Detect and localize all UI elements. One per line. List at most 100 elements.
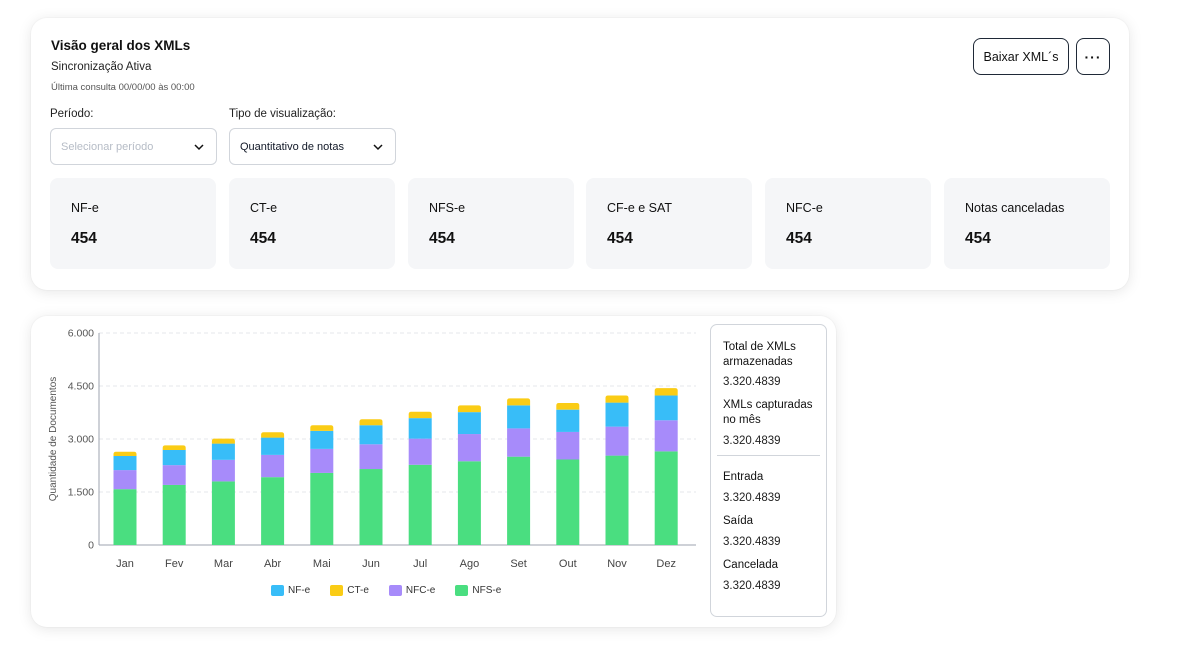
x-tick-label: Ago — [460, 558, 480, 570]
stat-card-canceled: Notas canceladas 454 — [944, 178, 1110, 269]
bar-segment-nfse — [261, 477, 285, 545]
bar-segment-nfse — [113, 489, 137, 545]
bar-segment-cte — [359, 419, 383, 426]
legend-label: NFC-e — [405, 585, 436, 596]
bar-segment-nfe — [457, 412, 481, 435]
x-tick-label: Abr — [264, 558, 281, 570]
chart-card: 0 1.500 3.000 4.500 6.000 Quantidade de Docum… — [31, 316, 836, 627]
bar-segment-nfe — [261, 437, 285, 455]
bar-segment-nfce — [211, 459, 235, 482]
chevron-down-icon — [194, 143, 204, 150]
y-tick-label: 3.000 — [68, 434, 94, 446]
bar-segment-nfse — [605, 455, 629, 545]
summary-divider — [717, 455, 820, 456]
x-tick-label: Set — [510, 558, 527, 570]
period-select[interactable]: Selecionar período — [50, 128, 217, 165]
stat-value: 454 — [607, 230, 633, 247]
chevron-down-icon — [373, 143, 383, 150]
bar-segment-nfe — [113, 455, 137, 471]
legend-swatch — [271, 585, 284, 596]
bar-segment-nfse — [359, 469, 383, 545]
summary-panel: Total de XMLs armazenadas 3.320.4839 XML… — [710, 324, 827, 617]
x-tick-label: Mar — [214, 558, 233, 570]
x-tick-label: Nov — [607, 558, 627, 570]
bar-segment-cte — [654, 388, 678, 396]
bar-segment-nfe — [654, 395, 678, 421]
legend-swatch — [455, 585, 469, 596]
more-options-button[interactable]: ··· — [1076, 38, 1110, 75]
bar-segment-nfce — [310, 448, 334, 473]
view-type-label: Tipo de visualização: — [229, 108, 336, 120]
bar-segment-nfse — [654, 451, 678, 545]
legend-item-cte[interactable]: CT-e — [330, 585, 369, 596]
more-horizontal-icon: ··· — [1084, 48, 1102, 65]
bar-segment-nfe — [310, 430, 334, 449]
bar-segment-nfe — [162, 449, 186, 466]
legend-item-nfce[interactable]: NFC-e — [388, 585, 436, 596]
bar-segment-nfse — [408, 464, 432, 545]
stat-card-nfe: NF-e 454 — [50, 178, 216, 269]
stacked-bar-chart: 0 1.500 3.000 4.500 6.000 Quantidade de Docum… — [48, 328, 696, 570]
legend-swatch — [388, 585, 402, 596]
x-tick-label: Fev — [165, 558, 184, 570]
stat-label: Notas canceladas — [965, 201, 1065, 215]
y-axis-label: Quantidade de Documentos — [48, 377, 59, 502]
stat-card-cte: CT-e 454 — [229, 178, 395, 269]
x-tick-label: Mai — [313, 558, 331, 570]
bar-segment-cte — [457, 405, 481, 413]
view-type-value: Quantitativo de notas — [240, 140, 344, 153]
bar-segment-nfse — [162, 484, 186, 545]
bar-segment-nfe — [211, 443, 235, 460]
stat-value: 454 — [250, 230, 276, 247]
cancelada-label: Cancelada — [723, 559, 778, 571]
stat-card-cfe-sat: CF-e e SAT 454 — [586, 178, 752, 269]
bar-segment-nfce — [359, 444, 383, 470]
legend-label: NFS-e — [472, 585, 502, 596]
bar-segment-cte — [556, 402, 580, 410]
view-type-select[interactable]: Quantitativo de notas — [229, 128, 396, 165]
total-xml-value: 3.320.4839 — [723, 376, 781, 388]
saida-label: Saída — [723, 515, 754, 527]
bar-segment-nfse — [211, 481, 235, 545]
chart-legend: NF-e CT-e NFC-e NFS-e — [271, 585, 501, 596]
legend-label: CT-e — [347, 585, 369, 596]
saida-value: 3.320.4839 — [723, 536, 781, 548]
bar-segment-cte — [211, 438, 235, 444]
download-xml-button[interactable]: Baixar XML´s — [973, 38, 1069, 75]
bar-segment-cte — [162, 445, 186, 450]
bar-segment-nfe — [605, 402, 629, 427]
bar-segment-nfce — [408, 438, 432, 465]
bar-segment-nfe — [556, 409, 580, 432]
bar-segment-cte — [113, 451, 137, 456]
bar-segment-nfce — [654, 420, 678, 452]
legend-item-nfe[interactable]: NF-e — [271, 585, 310, 596]
period-label: Período: — [50, 108, 94, 120]
total-xml-label: Total de XMLs armazenadas — [723, 341, 796, 368]
period-placeholder: Selecionar período — [61, 140, 154, 153]
bar-segment-nfse — [556, 459, 580, 545]
stat-label: NF-e — [71, 201, 99, 215]
bar-segment-cte — [605, 395, 629, 403]
y-tick-label: 4.500 — [68, 381, 94, 393]
bar-segment-nfce — [261, 454, 285, 478]
y-tick-label: 0 — [88, 540, 94, 552]
month-xml-label: XMLs capturadas no mês — [723, 399, 813, 426]
bar-segment-cte — [408, 411, 432, 419]
stat-label: NFC-e — [786, 201, 823, 215]
y-tick-label: 1.500 — [68, 487, 94, 499]
x-tick-label: Dez — [656, 558, 676, 570]
x-tick-label: Jan — [116, 558, 134, 570]
stat-label: CT-e — [250, 201, 278, 215]
bar-segment-nfe — [507, 405, 531, 429]
bar-segment-nfse — [507, 456, 531, 545]
legend-item-nfse[interactable]: NFS-e — [455, 585, 501, 596]
bar-segment-nfe — [408, 418, 432, 439]
legend-swatch — [330, 585, 344, 596]
stat-value: 454 — [965, 230, 991, 247]
x-tick-label: Out — [559, 558, 577, 570]
stat-value: 454 — [429, 230, 455, 247]
stat-value: 454 — [786, 230, 812, 247]
overview-card: Visão geral dos XMLs Sincronização Ativa… — [31, 18, 1129, 290]
x-tick-label: Jun — [362, 558, 380, 570]
sync-status: Sincronização Ativa — [51, 61, 152, 73]
